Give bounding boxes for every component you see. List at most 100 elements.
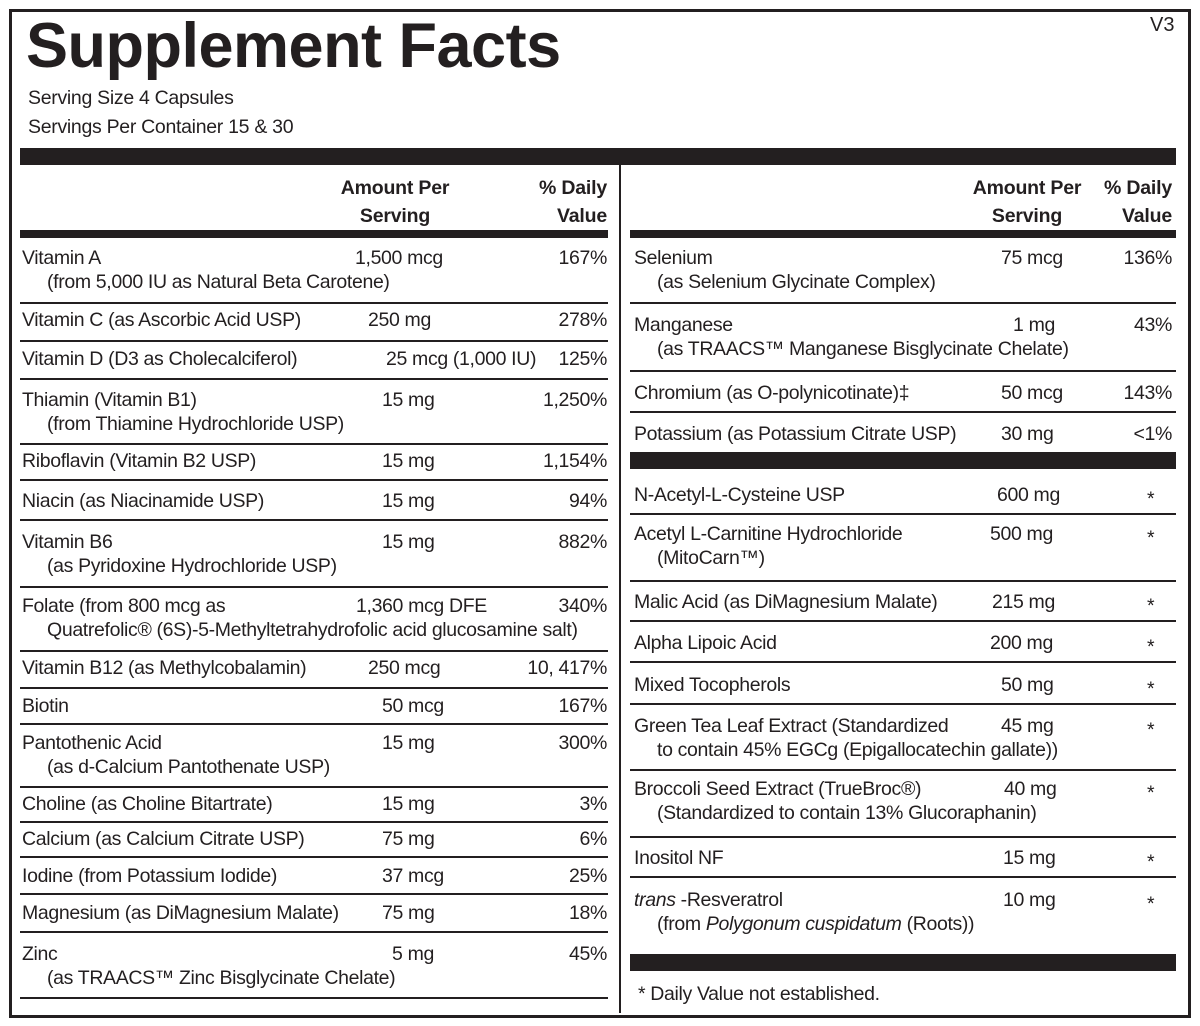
amount-per-serving: 25 mcg (1,000 IU)	[386, 348, 537, 370]
nutrient-name: Thiamin (Vitamin B1)	[22, 389, 197, 411]
row-divider	[630, 513, 1176, 515]
row-divider	[630, 876, 1176, 878]
nutrient-name: Zinc	[22, 943, 58, 965]
nutrient-name: Acetyl L-Carnitine Hydrochloride	[634, 523, 903, 545]
nutrient-name: Chromium (as O-polynicotinate)‡	[634, 382, 910, 404]
amount-per-serving: 15 mg	[1003, 847, 1056, 869]
row-divider	[20, 821, 608, 823]
nutrient-name: Iodine (from Potassium Iodide)	[22, 865, 278, 887]
row-divider	[20, 687, 608, 689]
nutrient-source: (from 5,000 IU as Natural Beta Carotene)	[47, 271, 390, 293]
amount-per-serving: 10 mg	[1003, 889, 1056, 911]
nutrient-name: Vitamin B12 (as Methylcobalamin)	[22, 657, 307, 679]
nutrient-name: Magnesium (as DiMagnesium Malate)	[22, 902, 339, 924]
daily-value: 1,250%	[542, 389, 607, 411]
amount-per-serving: 50 mcg	[382, 695, 444, 717]
row-divider	[630, 836, 1176, 838]
left-dv-header: % Daily Value	[500, 174, 607, 230]
nutrient-name: Niacin (as Niacinamide USP)	[22, 490, 264, 512]
row-divider	[20, 479, 608, 481]
amount-per-serving: 50 mcg	[1001, 382, 1063, 404]
amount-header-line2: Serving	[991, 205, 1063, 227]
daily-value: 882%	[558, 531, 608, 553]
daily-value: 25%	[569, 865, 607, 887]
amount-per-serving: 37 mcg	[382, 865, 444, 887]
daily-value: 143%	[1123, 382, 1173, 404]
nutrient-name: Selenium	[634, 247, 713, 269]
row-divider	[20, 340, 608, 342]
nutrient-name: Malic Acid (as DiMagnesium Malate)	[634, 591, 938, 613]
amount-per-serving: 1 mg	[1013, 314, 1055, 336]
daily-value: 278%	[558, 309, 608, 331]
amount-per-serving: 1,360 mcg DFE	[356, 595, 487, 617]
row-divider	[20, 997, 608, 999]
row-divider	[630, 580, 1176, 582]
nutrient-name: Alpha Lipoic Acid	[634, 632, 777, 654]
nutrient-source: (as Pyridoxine Hydrochloride USP)	[47, 555, 337, 577]
right-amount-header: Amount Per Serving	[952, 174, 1102, 230]
dv-header-line2: Value	[557, 205, 607, 227]
amount-per-serving: 1,500 mcg	[355, 247, 443, 269]
column-divider	[619, 165, 621, 1013]
nutrient-source: Quatrefolic® (6S)-5-Methyltetrahydrofoli…	[47, 619, 578, 641]
text-segment: (from	[657, 913, 706, 935]
nutrient-name: N-Acetyl-L-Cysteine USP	[634, 484, 845, 506]
row-divider	[20, 519, 608, 521]
nutrient-source: (from Thiamine Hydrochloride USP)	[47, 413, 344, 435]
nutrient-name: Calcium (as Calcium Citrate USP)	[22, 828, 305, 850]
row-divider	[20, 302, 608, 304]
left-header-bar	[20, 230, 608, 238]
row-divider	[20, 931, 608, 933]
daily-value: 300%	[558, 732, 608, 754]
row-divider	[630, 302, 1176, 304]
text-segment: -Resveratrol	[675, 889, 783, 911]
nutrient-name: Vitamin C (as Ascorbic Acid USP)	[22, 309, 301, 331]
daily-value: 1,154%	[542, 450, 607, 472]
amount-per-serving: 40 mg	[1004, 778, 1057, 800]
nutrient-name: Vitamin D (D3 as Cholecalciferol)	[22, 348, 298, 370]
label-frame	[9, 9, 1191, 1018]
nutrient-source: (as Selenium Glycinate Complex)	[657, 271, 936, 293]
row-divider	[630, 620, 1176, 622]
daily-value: 3%	[579, 793, 608, 815]
right-mid-bar	[630, 452, 1176, 469]
row-divider	[20, 443, 608, 445]
nutrient-source: (Standardized to contain 13% Glucoraphan…	[657, 802, 1037, 824]
row-divider	[630, 769, 1176, 771]
amount-per-serving: 15 mg	[382, 732, 435, 754]
nutrient-source: (as d-Calcium Pantothenate USP)	[47, 756, 330, 778]
daily-value: 340%	[558, 595, 608, 617]
amount-per-serving: 250 mg	[368, 309, 431, 331]
amount-per-serving: 15 mg	[382, 793, 435, 815]
daily-value: *	[1147, 782, 1155, 804]
nutrient-name: Riboflavin (Vitamin B2 USP)	[22, 450, 257, 472]
amount-per-serving: 45 mg	[1001, 715, 1054, 737]
amount-per-serving: 250 mcg	[368, 657, 441, 679]
daily-value: 167%	[558, 695, 608, 717]
nutrient-name: Biotin	[22, 695, 69, 717]
amount-per-serving: 500 mg	[990, 523, 1053, 545]
label-title: Supplement Facts	[26, 11, 561, 81]
nutrient-name: Green Tea Leaf Extract (Standardized	[634, 715, 949, 737]
nutrient-name: Vitamin A	[22, 247, 101, 269]
nutrient-source: (from Polygonum cuspidatum (Roots))	[657, 912, 975, 936]
amount-per-serving: 50 mg	[1001, 674, 1054, 696]
nutrient-source: (MitoCarn™)	[657, 547, 765, 569]
nutrient-name: Inositol NF	[634, 847, 724, 869]
daily-value: *	[1147, 488, 1155, 510]
row-divider	[630, 703, 1176, 705]
amount-per-serving: 215 mg	[992, 591, 1055, 613]
nutrient-name: Mixed Tocopherols	[634, 674, 791, 696]
row-divider	[20, 856, 608, 858]
nutrient-name: Vitamin B6	[22, 531, 113, 553]
daily-value: *	[1147, 595, 1155, 617]
daily-value: 167%	[558, 247, 608, 269]
amount-per-serving: 15 mg	[382, 389, 435, 411]
left-amount-header: Amount Per Serving	[320, 174, 470, 230]
nutrient-name: Folate (from 800 mcg as	[22, 595, 226, 617]
top-divider-bar	[20, 148, 1176, 165]
daily-value: 94%	[569, 490, 607, 512]
footnote: * Daily Value not established.	[638, 983, 880, 1005]
daily-value: 18%	[569, 902, 607, 924]
daily-value: 125%	[558, 348, 608, 370]
